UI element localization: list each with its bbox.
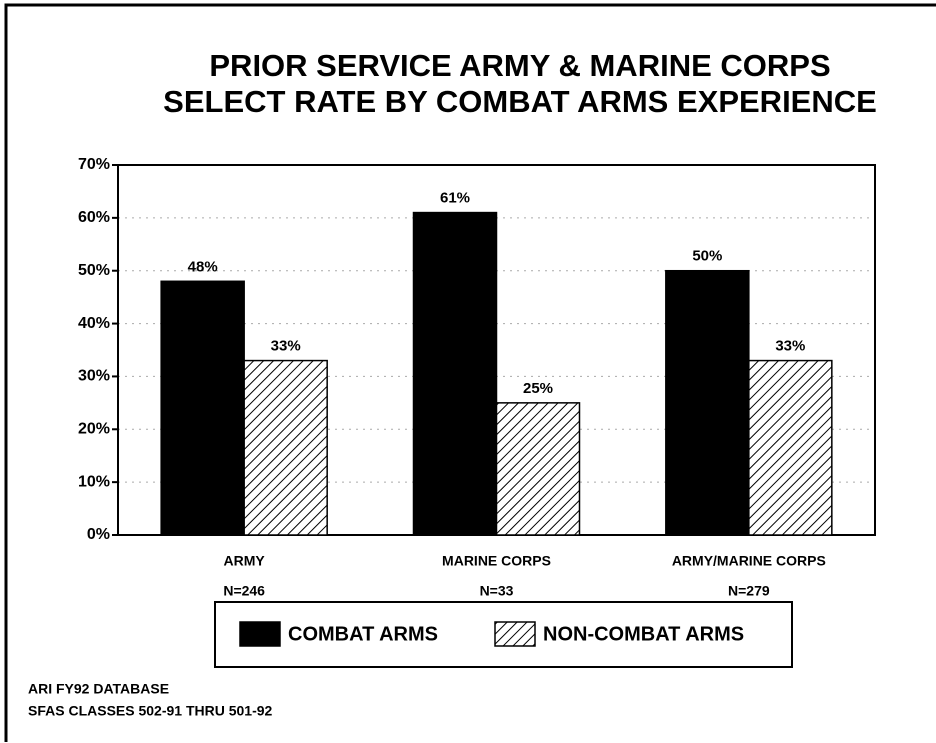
value-label: 33% — [775, 338, 805, 355]
legend-swatch — [239, 621, 281, 647]
footnote: ARI FY92 DATABASE — [28, 681, 169, 697]
value-label: 48% — [188, 258, 218, 275]
frame — [4, 3, 936, 742]
bar — [412, 211, 498, 536]
bar — [665, 269, 750, 536]
value-label: 61% — [440, 190, 470, 207]
legend-swatch — [494, 621, 536, 647]
legend-label: NON-COMBAT ARMS — [543, 623, 744, 645]
value-label: 50% — [692, 248, 722, 265]
y-tick-label: 40% — [78, 315, 110, 332]
chart-title: SELECT RATE BY COMBAT ARMS EXPERIENCE — [163, 84, 877, 119]
footnote: SFAS CLASSES 502-91 THRU 501-92 — [28, 703, 273, 719]
chart-title: PRIOR SERVICE ARMY & MARINE CORPS — [209, 48, 830, 83]
x-tick-label: ARMY — [224, 553, 266, 569]
y-tick-label: 0% — [87, 526, 110, 543]
category-note: N=279 — [728, 583, 770, 599]
bar — [495, 402, 581, 536]
y-tick-label: 60% — [78, 209, 110, 226]
category-note: N=246 — [223, 583, 265, 599]
value-label: 25% — [523, 380, 553, 397]
plot-frame — [117, 164, 876, 536]
category-note: N=33 — [480, 583, 514, 599]
x-tick-label: ARMY/MARINE CORPS — [672, 553, 826, 569]
y-tick-label: 50% — [78, 262, 110, 279]
x-tick-label: MARINE CORPS — [442, 553, 551, 569]
value-label: 33% — [271, 338, 301, 355]
y-tick-label: 20% — [78, 421, 110, 438]
y-tick-label: 30% — [78, 368, 110, 385]
legend-label: COMBAT ARMS — [288, 623, 438, 645]
y-tick-label: 70% — [78, 156, 110, 173]
bar — [243, 359, 328, 536]
bar — [748, 359, 833, 536]
bar — [160, 280, 245, 536]
y-tick-label: 10% — [78, 473, 110, 490]
